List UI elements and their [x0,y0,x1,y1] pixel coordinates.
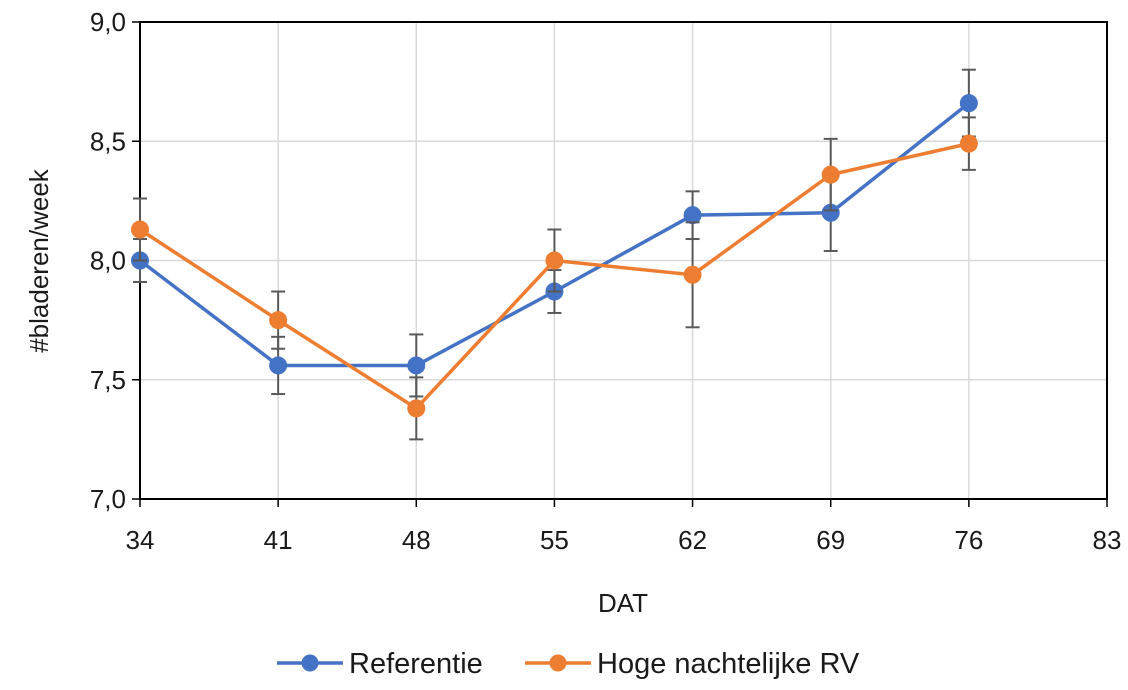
x-tick-labels: 34 41 48 55 62 69 76 83 [126,525,1122,555]
legend-label: Referentie [349,648,483,680]
y-tick-label: 9,0 [90,7,126,37]
x-tick-label: 55 [540,525,569,555]
x-tick-label: 69 [816,525,845,555]
y-axis-title: #bladeren/week [24,168,54,353]
data-point [683,265,702,284]
data-point [545,251,564,270]
x-tick-label: 83 [1093,525,1122,555]
y-tick-label: 8,0 [90,246,126,276]
data-point [959,94,978,113]
data-point [407,399,426,418]
y-tick-label: 7,0 [90,484,126,514]
legend-item-2: Hoge nachtelijke RV [525,648,860,680]
x-tick-label: 62 [678,525,707,555]
series-2 [131,116,978,441]
y-tick-labels: 7,0 7,5 8,0 8,5 9,0 [90,7,126,514]
legend-marker [301,654,319,672]
legend-marker [549,654,567,672]
x-tick-label: 48 [402,525,431,555]
data-point [959,134,978,153]
data-point [269,311,288,330]
data-point [131,220,149,239]
x-tick-label: 76 [954,525,983,555]
x-tick-label: 41 [264,525,293,555]
data-point [683,206,702,225]
legend: Referentie Hoge nachtelijke RV [277,648,860,680]
y-tick-label: 8,5 [90,126,126,156]
data-point [821,165,840,184]
y-tick-label: 7,5 [90,365,126,395]
x-tick-label: 34 [126,525,155,555]
legend-label: Hoge nachtelijke RV [597,648,860,680]
data-point [407,356,426,375]
series-group [131,68,978,441]
x-axis-title: DAT [598,588,648,618]
data-point [269,356,288,375]
legend-item-1: Referentie [277,648,483,680]
